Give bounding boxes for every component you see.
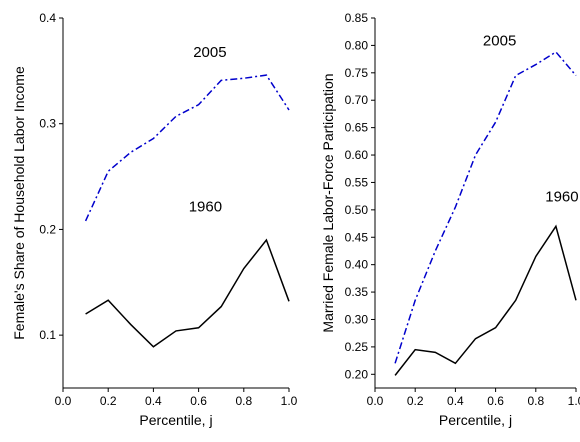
y-tick-label: 0.4	[39, 11, 56, 25]
y-tick-label: 0.80	[345, 38, 369, 52]
y-axis-title: Married Female Labor-Force Participation	[320, 73, 336, 332]
series-annotation: 2005	[193, 44, 226, 61]
x-tick-label: 0.8	[527, 394, 544, 408]
y-tick-label: 0.3	[39, 117, 56, 131]
series-line-2005	[394, 51, 577, 364]
x-tick-label: 0.6	[487, 394, 504, 408]
x-tick-label: 0.2	[407, 394, 424, 408]
y-tick-label: 0.35	[345, 285, 369, 299]
x-axis-title: Percentile, j	[139, 412, 212, 428]
x-tick-label: 1.0	[281, 394, 298, 408]
series-annotation: 2005	[483, 32, 516, 49]
series-line-1960	[85, 238, 290, 348]
y-tick-label: 0.25	[345, 340, 369, 354]
y-axis-title: Female's Share of Household Labor Income	[11, 66, 27, 340]
y-tick-label: 0.2	[39, 222, 56, 236]
chart-labor-participation: 0.0 0.2 0.4 0.6 0.8 1.0 0.20 0.25 0.30 0.35 0.40 0.…	[320, 11, 580, 428]
y-tick-label: 0.40	[345, 258, 369, 272]
x-tick-label: 0.4	[145, 394, 162, 408]
y-tick-label: 0.60	[345, 148, 369, 162]
series-annotation: 1960	[545, 189, 578, 206]
y-tick-label: 0.50	[345, 203, 369, 217]
y-tick-label: 0.75	[345, 66, 369, 80]
y-tick-label: 0.45	[345, 230, 369, 244]
x-tick-label: 1.0	[568, 394, 580, 408]
y-tick-label: 0.20	[345, 367, 369, 381]
x-tick-label: 0.8	[235, 394, 252, 408]
x-tick-label: 0.2	[100, 394, 117, 408]
x-tick-label: 0.6	[190, 394, 207, 408]
y-tick-label: 0.85	[345, 11, 369, 25]
x-tick-label: 0.4	[447, 394, 464, 408]
series-annotation: 1960	[189, 198, 222, 215]
y-tick-label: 0.65	[345, 121, 369, 135]
series-line-2005	[84, 74, 290, 222]
chart-income-share: 0.0 0.2 0.4 0.6 0.8 1.0 0.1 0.2 0.3 0.4 Percentile…	[11, 11, 298, 428]
y-tick-label: 0.1	[39, 328, 56, 342]
x-axis-title: Percentile, j	[439, 412, 512, 428]
series-line-1960	[394, 224, 577, 376]
x-tick-label: 0.0	[55, 394, 72, 408]
y-tick-label: 0.55	[345, 175, 369, 189]
y-tick-label: 0.30	[345, 312, 369, 326]
y-tick-label: 0.70	[345, 93, 369, 107]
x-tick-label: 0.0	[367, 394, 384, 408]
